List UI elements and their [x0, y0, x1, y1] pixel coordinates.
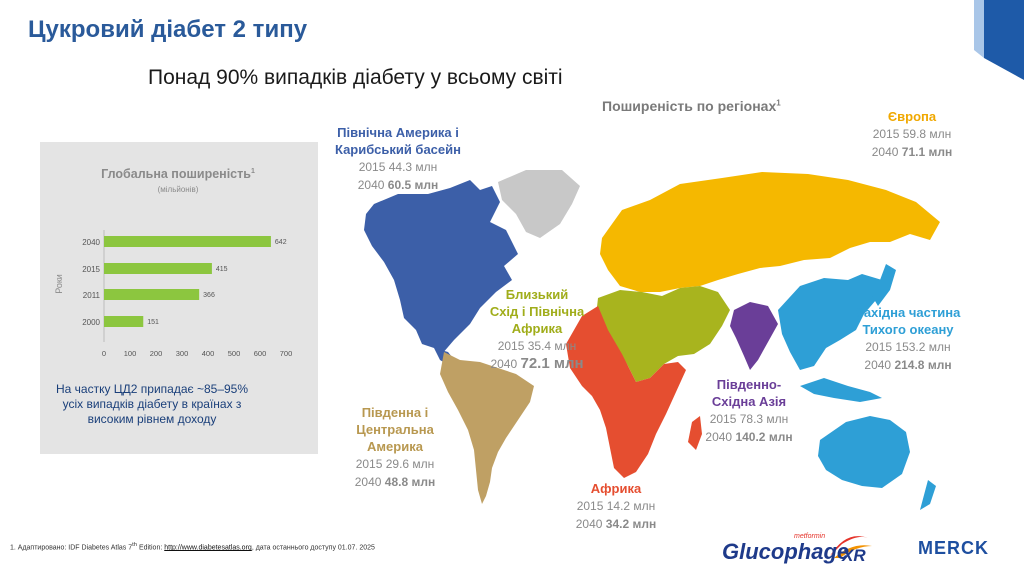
regions-title: Поширеність по регіонах1	[602, 98, 781, 114]
region-south-america: Південна і Центральна Америка 2015 29.6 …	[354, 405, 436, 489]
value-label-2000: 151	[147, 319, 159, 326]
footer-citation: 1. Адаптировано: IDF Diabetes Atlas 7th …	[10, 542, 375, 552]
map-greenland	[498, 170, 580, 238]
world-map	[364, 170, 940, 510]
region-middle-east: Близький Схід і Північна Африка 2015 35.…	[489, 287, 585, 372]
merck-logo: MERCK	[918, 538, 989, 558]
map-north-america	[364, 180, 518, 354]
region-western-pacific: Західна частина Тихого океану 2015 153.2…	[855, 305, 961, 372]
map-south-east-asia	[730, 302, 778, 370]
glucophage-logo: metformin Glucophage XR	[722, 533, 872, 565]
x-tick-0: 0	[102, 349, 106, 358]
bar-2015	[104, 263, 212, 274]
map-south-america	[440, 352, 534, 504]
x-tick-200: 200	[150, 349, 163, 358]
map-africa	[566, 306, 686, 478]
x-tick-500: 500	[228, 349, 241, 358]
subtitle: Понад 90% випадків діабету у всьому світ…	[148, 66, 563, 89]
map-australia	[818, 416, 910, 488]
region-north-america: Північна Америка і Карибський басейн 201…	[334, 125, 461, 192]
map-europe-asia	[600, 172, 940, 292]
value-label-2040: 642	[275, 239, 287, 246]
region-south-east-asia: Південно- Східна Азія 2015 78.3 млн 2040…	[705, 377, 793, 444]
value-label-2011: 366	[203, 292, 215, 299]
x-tick-300: 300	[176, 349, 189, 358]
map-middle-east	[596, 286, 730, 382]
page-title: Цукровий діабет 2 типу	[28, 16, 308, 43]
corner-decoration	[974, 0, 1024, 80]
category-label-2040: 2040	[82, 238, 100, 247]
region-europe: Європа 2015 59.8 млн 2040 71.1 млн	[871, 109, 953, 159]
region-africa: Африка 2015 14.2 млн 2040 34.2 млн	[575, 481, 657, 531]
chart-title: Глобальна поширеність1	[101, 167, 255, 181]
map-madagascar	[688, 416, 702, 450]
bar-2000	[104, 316, 144, 327]
category-label-2000: 2000	[82, 318, 100, 327]
bar-2040	[104, 236, 271, 247]
chart-subtitle: (мільйонів)	[158, 185, 199, 194]
source-link[interactable]: http://www.diabetesatlas.org	[164, 544, 252, 552]
map-japan	[872, 264, 896, 306]
svg-text:XR: XR	[841, 546, 866, 565]
x-tick-100: 100	[124, 349, 137, 358]
value-label-2015: 415	[216, 266, 228, 273]
svg-text:Glucophage: Glucophage	[722, 539, 849, 564]
map-west-pacific-asia	[778, 274, 882, 370]
map-new-zealand	[920, 480, 936, 510]
bar-2011	[104, 289, 200, 300]
svg-text:metformin: metformin	[794, 533, 825, 540]
category-label-2011: 2011	[83, 291, 101, 300]
footnote-text: На частку ЦД2 припадає ~85–95% усіх випа…	[55, 382, 249, 426]
x-tick-600: 600	[254, 349, 267, 358]
global-prevalence-chart: Глобальна поширеність1 (мільйонів) Роки …	[54, 167, 293, 358]
map-indonesia	[800, 378, 882, 402]
category-label-2015: 2015	[82, 265, 100, 274]
x-tick-400: 400	[202, 349, 215, 358]
y-axis-label: Роки	[54, 274, 64, 294]
x-tick-700: 700	[280, 349, 293, 358]
